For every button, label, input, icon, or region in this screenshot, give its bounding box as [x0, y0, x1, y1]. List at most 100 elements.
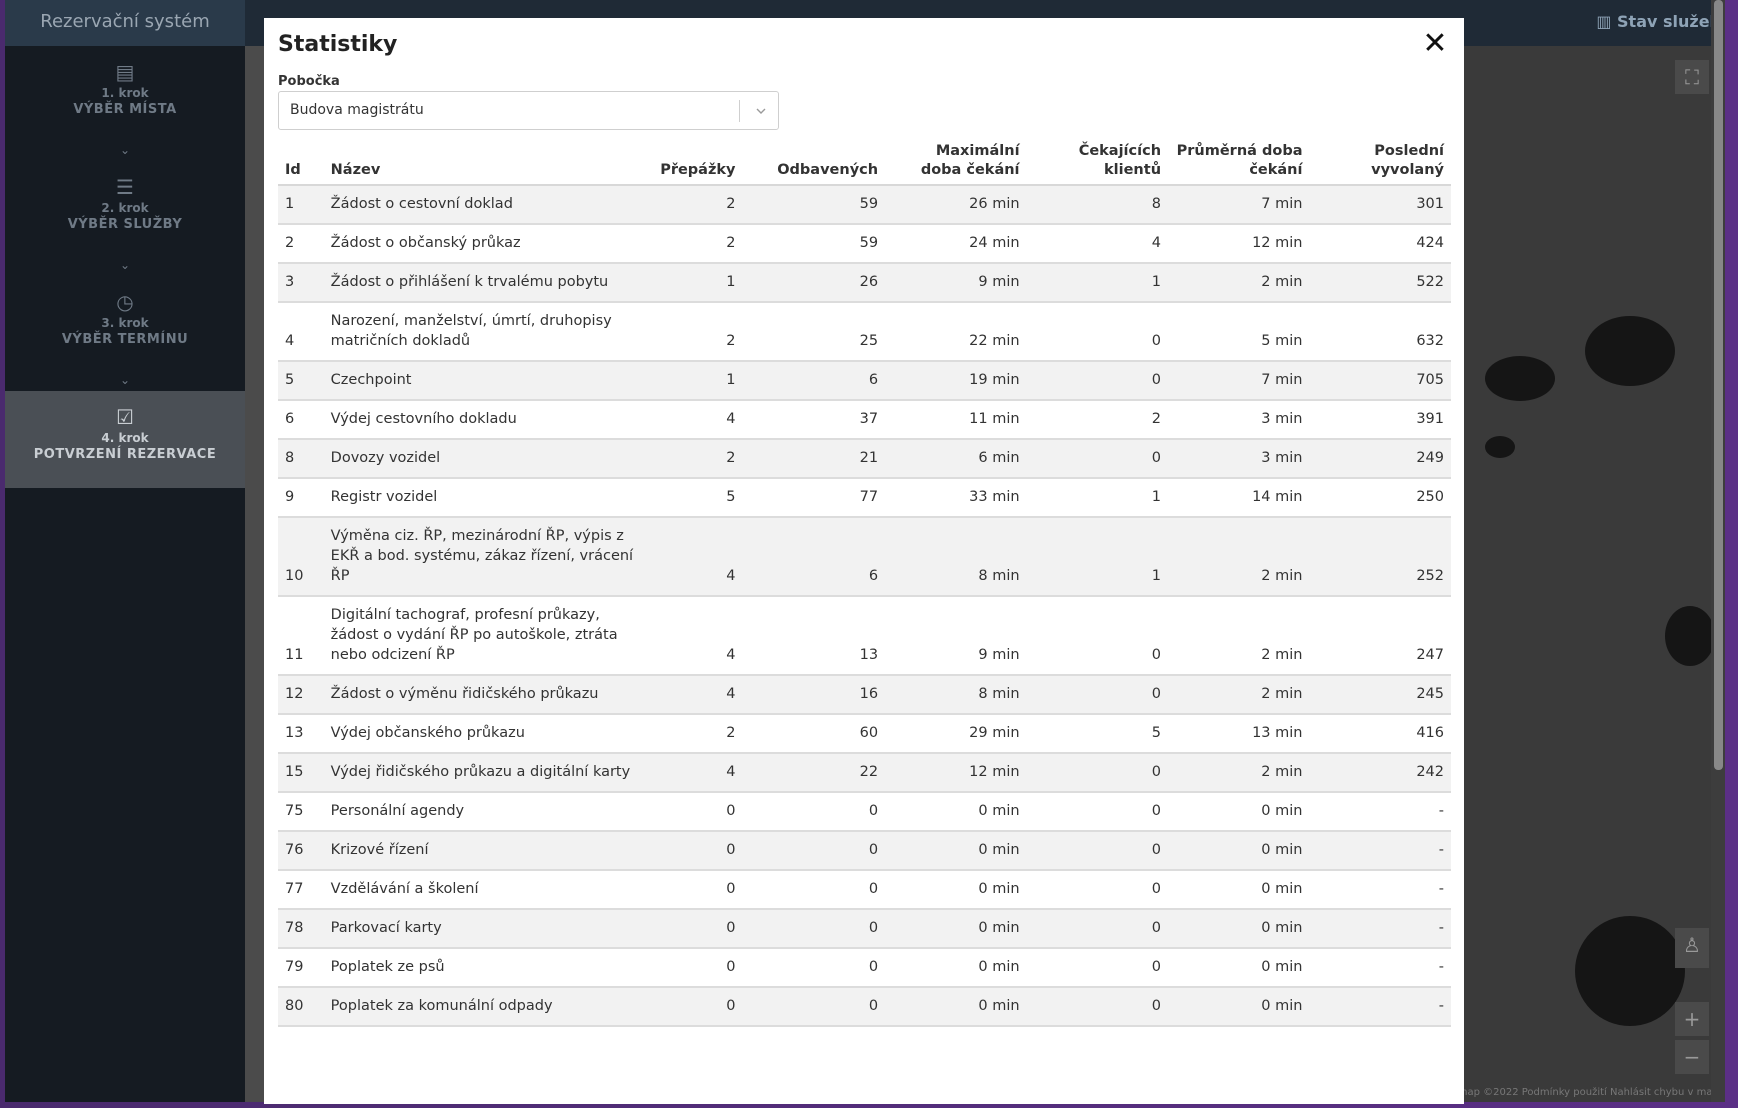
cell-waiting: 1 — [1026, 478, 1169, 518]
cell-name: Personální agendy — [323, 792, 649, 832]
column-header-max-wait[interactable]: Maximální doba čekání — [885, 136, 1027, 186]
cell-counters: 4 — [648, 400, 743, 440]
cell-served: 59 — [742, 185, 886, 225]
cell-waiting: 0 — [1026, 302, 1169, 362]
close-icon[interactable]: ✕ — [1422, 26, 1448, 61]
service-status-link[interactable]: ▥ Stav služeb — [1596, 0, 1725, 46]
brand-title[interactable]: Rezervační systém — [5, 0, 245, 46]
cell-served: 0 — [742, 831, 886, 871]
cell-waiting: 0 — [1026, 439, 1169, 479]
column-header-last-called[interactable]: Poslední vyvolaný — [1309, 136, 1451, 186]
step-4[interactable]: ☑ 4. krok POTVRZENÍ REZERVACE — [5, 391, 245, 488]
cell-served: 22 — [742, 753, 886, 793]
cell-counters: 1 — [648, 263, 743, 303]
cell-id: 12 — [278, 675, 324, 715]
table-row: 80 Poplatek za komunální odpady 0 0 0 min 0 0 … — [278, 987, 1451, 1027]
cell-name: Výdej cestovního dokladu — [323, 400, 649, 440]
cell-name: Digitální tachograf, profesní průkazy, ž… — [323, 596, 649, 676]
map-icon: ▤ — [115, 60, 135, 84]
cell-avg-wait: 0 min — [1168, 792, 1310, 832]
cell-name: Krizové řízení — [323, 831, 649, 871]
cell-id: 15 — [278, 753, 324, 793]
cell-last-called: - — [1309, 792, 1451, 832]
map-lake-shape — [1485, 436, 1515, 458]
table-row: 13 Výdej občanského průkazu 2 60 29 min 5 13 m… — [278, 714, 1451, 754]
cell-waiting: 0 — [1026, 870, 1169, 910]
chevron-down-icon: ⌄ — [119, 143, 131, 157]
cell-avg-wait: 2 min — [1168, 517, 1310, 597]
branch-select[interactable]: Budova magistrátu — [278, 91, 779, 130]
chevron-down-icon: ⌄ — [119, 258, 131, 272]
cell-avg-wait: 2 min — [1168, 753, 1310, 793]
cell-max-wait: 9 min — [885, 263, 1027, 303]
cell-avg-wait: 14 min — [1168, 478, 1310, 518]
cell-id: 13 — [278, 714, 324, 754]
cell-last-called: - — [1309, 870, 1451, 910]
cell-id: 78 — [278, 909, 324, 949]
branch-select-value: Budova magistrátu — [290, 102, 424, 118]
cell-served: 26 — [742, 263, 886, 303]
zoom-in-icon[interactable]: + — [1675, 1002, 1709, 1036]
cell-max-wait: 8 min — [885, 675, 1027, 715]
page-scrollbar[interactable] — [1711, 0, 1725, 1102]
cell-last-called: - — [1309, 909, 1451, 949]
table-row: 12 Žádost o výměnu řidičského průkazu 4 16 8… — [278, 675, 1451, 715]
cell-max-wait: 6 min — [885, 439, 1027, 479]
column-header-counters[interactable]: Přepážky — [648, 136, 743, 186]
cell-name: Výměna ciz. ŘP, mezinárodní ŘP, výpis z … — [323, 517, 649, 597]
column-header-avg-wait[interactable]: Průměrná doba čekání — [1168, 136, 1310, 186]
fullscreen-icon[interactable]: ⛶ — [1675, 60, 1709, 94]
cell-avg-wait: 13 min — [1168, 714, 1310, 754]
cell-last-called: 522 — [1309, 263, 1451, 303]
cell-max-wait: 0 min — [885, 909, 1027, 949]
cell-id: 77 — [278, 870, 324, 910]
map-area[interactable]: ⛶ ♙ + − Data map ©2022 Podmínky použití … — [1431, 46, 1725, 1102]
cell-avg-wait: 2 min — [1168, 263, 1310, 303]
street-view-icon[interactable]: ♙ — [1675, 928, 1709, 968]
table-row: 9 Registr vozidel 5 77 33 min 1 14 min 250 — [278, 478, 1451, 518]
cell-counters: 0 — [648, 870, 743, 910]
step-2[interactable]: ☰ 2. krok VÝBĚR SLUŽBY — [5, 161, 245, 258]
branch-label: Pobočka — [278, 74, 340, 89]
cell-max-wait: 19 min — [885, 361, 1027, 401]
cell-max-wait: 9 min — [885, 596, 1027, 676]
cell-waiting: 0 — [1026, 792, 1169, 832]
statistics-table: Id Název Přepážky Odbavených Maximální d… — [278, 136, 1451, 1027]
cell-max-wait: 24 min — [885, 224, 1027, 264]
cell-counters: 5 — [648, 478, 743, 518]
step-3[interactable]: ◷ 3. krok VÝBĚR TERMÍNU — [5, 276, 245, 373]
cell-name: Narození, manželství, úmrtí, druhopisy m… — [323, 302, 649, 362]
cell-last-called: 245 — [1309, 675, 1451, 715]
cell-avg-wait: 0 min — [1168, 831, 1310, 871]
cell-max-wait: 11 min — [885, 400, 1027, 440]
column-header-served[interactable]: Odbavených — [742, 136, 886, 186]
check-icon: ☑ — [116, 405, 134, 429]
column-header-id[interactable]: Id — [278, 136, 324, 186]
cell-avg-wait: 7 min — [1168, 185, 1310, 225]
cell-waiting: 4 — [1026, 224, 1169, 264]
page-scrollbar-thumb[interactable] — [1714, 0, 1723, 770]
map-footer[interactable]: Data map ©2022 Podmínky použití Nahlásit… — [1430, 1087, 1725, 1098]
column-header-name[interactable]: Název — [323, 136, 649, 186]
chevron-down-icon: ⌄ — [119, 373, 131, 387]
steps-sidebar: ▤ 1. krok VÝBĚR MÍSTA ⌄ ☰ 2. krok VÝBĚR … — [5, 46, 245, 1102]
cell-counters: 2 — [648, 714, 743, 754]
cell-counters: 0 — [648, 987, 743, 1027]
cell-served: 0 — [742, 870, 886, 910]
cell-last-called: 301 — [1309, 185, 1451, 225]
column-header-waiting[interactable]: Čekajících klientů — [1026, 136, 1169, 186]
modal-title: Statistiky — [278, 32, 398, 57]
cell-served: 21 — [742, 439, 886, 479]
cell-served: 77 — [742, 478, 886, 518]
cell-waiting: 0 — [1026, 753, 1169, 793]
table-row: 79 Poplatek ze psů 0 0 0 min 0 0 min - — [278, 948, 1451, 988]
cell-counters: 4 — [648, 675, 743, 715]
cell-counters: 2 — [648, 302, 743, 362]
step-number: 4. krok — [101, 431, 149, 445]
step-1[interactable]: ▤ 1. krok VÝBĚR MÍSTA — [5, 46, 245, 143]
cell-id: 80 — [278, 987, 324, 1027]
zoom-out-icon[interactable]: − — [1675, 1040, 1709, 1074]
cell-name: Žádost o výměnu řidičského průkazu — [323, 675, 649, 715]
cell-max-wait: 0 min — [885, 987, 1027, 1027]
cell-name: Registr vozidel — [323, 478, 649, 518]
